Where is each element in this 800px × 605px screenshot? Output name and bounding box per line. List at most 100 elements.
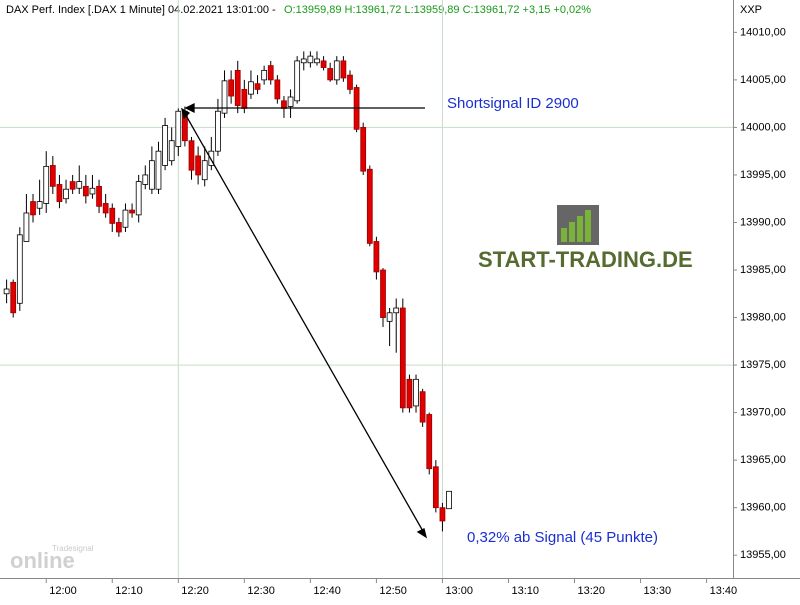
y-tick-label: 13990,00	[740, 216, 786, 228]
x-tick-label: 12:30	[247, 585, 275, 597]
logo: START-TRADING.DE	[478, 205, 693, 272]
candle-body	[115, 222, 122, 233]
candle-body	[215, 110, 221, 152]
candle-body	[43, 165, 50, 204]
candle-body	[426, 414, 433, 470]
candle-body	[188, 140, 195, 171]
candle-body	[347, 74, 353, 90]
candle-body	[228, 79, 235, 97]
y-tick-label: 14005,00	[740, 74, 786, 86]
arrow-head	[181, 107, 191, 120]
x-tick-label: 13:20	[578, 585, 606, 597]
candle-body	[76, 181, 83, 189]
candle-body	[248, 81, 254, 95]
candle-body	[10, 281, 17, 314]
x-tick-label: 12:50	[379, 585, 407, 597]
candle-body	[149, 160, 155, 190]
candle-body	[419, 391, 426, 423]
x-tick-label: 12:20	[181, 585, 209, 597]
candle-body	[327, 68, 334, 81]
arrow-head	[416, 528, 428, 539]
candle-body	[3, 288, 10, 295]
candle-body	[82, 185, 89, 197]
candle-body	[234, 69, 241, 106]
logo-icon	[561, 228, 567, 242]
candle-body	[373, 241, 380, 273]
watermark-text: online	[10, 548, 75, 573]
candle-body	[201, 160, 208, 181]
candle-body	[155, 150, 162, 190]
candle-body	[30, 201, 36, 216]
candle-body	[129, 209, 135, 214]
candle-body	[399, 307, 406, 409]
candle-body	[175, 110, 182, 147]
candle-body	[49, 165, 56, 187]
candle-body	[406, 378, 413, 409]
candle-body	[274, 79, 281, 100]
candle-body	[221, 80, 228, 114]
candle-body	[261, 69, 268, 81]
y-tick-label: 14000,00	[740, 121, 786, 133]
candle-body	[307, 55, 314, 64]
x-tick-label: 13:30	[644, 585, 672, 597]
logo-icon	[569, 222, 575, 242]
x-tick-label: 12:00	[49, 585, 77, 597]
annotation: Shortsignal ID 2900	[447, 95, 579, 112]
x-tick-label: 12:40	[313, 585, 341, 597]
candle-body	[254, 83, 261, 90]
y-tick-label: 13970,00	[740, 407, 786, 419]
logo-icon	[577, 216, 583, 242]
candle-body	[142, 174, 149, 185]
arrow-head	[184, 102, 195, 114]
candle-body	[439, 507, 446, 522]
candle-body	[281, 100, 287, 109]
candle-body	[56, 184, 63, 202]
header: DAX Perf. Index [.DAX 1 Minute] 04.02.20…	[6, 4, 276, 16]
candle-body	[446, 490, 452, 510]
candle-body	[122, 209, 129, 228]
candle-body	[135, 181, 142, 216]
y-tick-label: 13985,00	[740, 264, 786, 276]
candle-body	[366, 168, 373, 244]
y-tick-label: 13955,00	[740, 549, 786, 561]
x-tick-label: 12:10	[115, 585, 143, 597]
candle-body	[63, 188, 69, 200]
candle-body	[432, 466, 439, 509]
candle-body	[168, 140, 175, 162]
x-tick-label: 13:40	[710, 585, 738, 597]
y-tick-label: 13980,00	[740, 311, 786, 323]
move-arrow	[183, 111, 425, 534]
candle-body	[380, 269, 386, 318]
candle-body	[413, 378, 419, 407]
axis-symbol: XXP	[740, 4, 762, 16]
watermark: Tradesignal online	[10, 544, 94, 573]
logo-text: START-TRADING.DE	[478, 247, 693, 272]
candle-body	[333, 60, 340, 81]
candle-body	[300, 58, 307, 64]
candle-body	[340, 60, 347, 79]
candle-body	[195, 155, 201, 176]
candle-body	[294, 60, 301, 102]
candle-body	[36, 201, 43, 209]
y-tick-label: 13965,00	[740, 454, 786, 466]
y-tick-label: 13975,00	[740, 359, 786, 371]
candle-body	[287, 96, 294, 107]
annotations	[181, 102, 428, 539]
candle-body	[89, 187, 96, 195]
candle-body	[102, 203, 109, 214]
candle-body	[109, 207, 116, 224]
candle-body	[360, 127, 367, 172]
x-tick-label: 13:00	[445, 585, 473, 597]
candle-body	[393, 307, 400, 314]
y-tick-label: 13995,00	[740, 169, 786, 181]
candle-body	[69, 181, 76, 190]
candle-body	[241, 88, 248, 109]
candle-body	[23, 212, 30, 242]
candle-body	[386, 312, 393, 322]
header-quote: O:13959,89 H:13961,72 L:13959,89 C:13961…	[284, 4, 591, 16]
candle-body	[267, 65, 274, 81]
annotation: 0,32% ab Signal (45 Punkte)	[467, 529, 658, 546]
logo-icon	[585, 210, 591, 242]
candle-body	[162, 125, 168, 166]
